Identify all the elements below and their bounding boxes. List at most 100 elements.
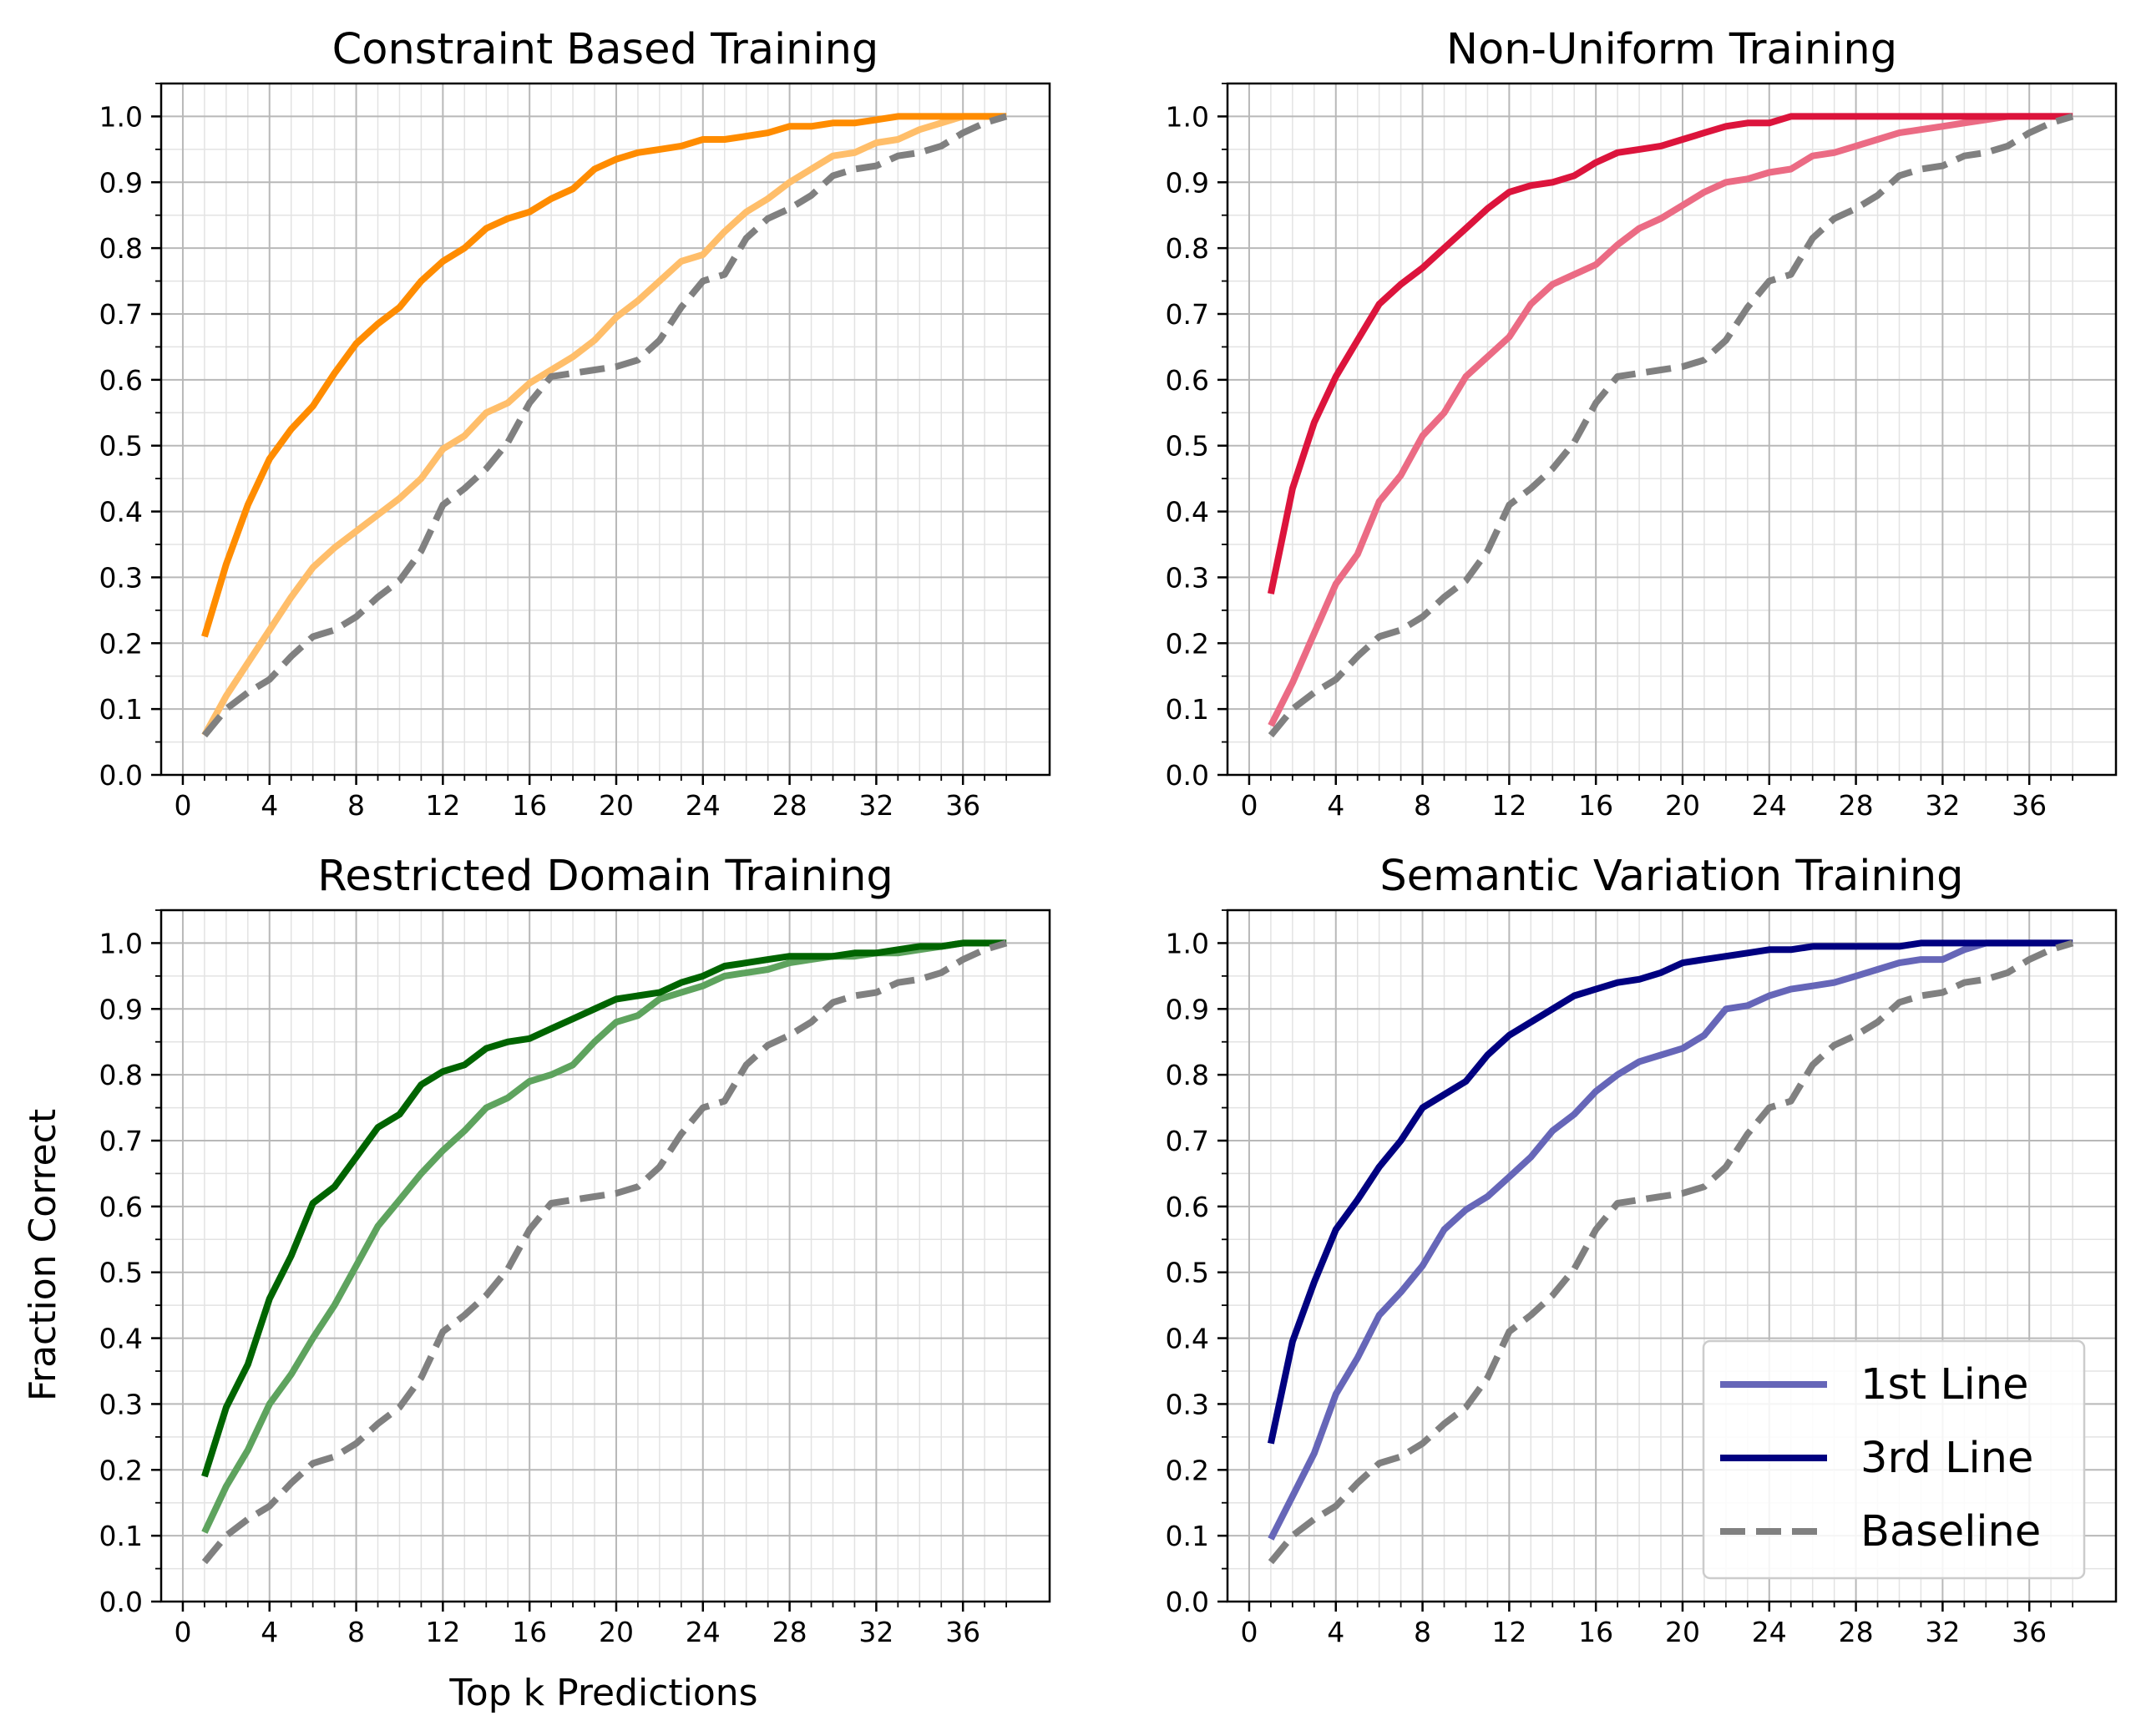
y-tick-label: 0.1 [1166,1520,1209,1552]
x-tick-label: 24 [1752,789,1787,822]
plot-frame [1226,908,2118,1603]
y-tick-label: 0.4 [99,496,143,529]
chart-title: Constraint Based Training [332,25,879,74]
x-tick-label: 8 [347,1616,365,1648]
plot-frame [159,908,1051,1603]
y-tick-label: 0.3 [99,561,143,594]
chart-panel-3: 0 4 8 12 16 20 24 28 32 36 0.0 0.1 0.2 0.3 0.4 0.5 0.6 0.… [99,852,1051,1648]
y-tick-label: 0.0 [1166,1586,1209,1618]
x-tick-label: 0 [174,1616,191,1648]
y-tick-label: 0.7 [1166,1125,1209,1157]
y-tick-label: 0.1 [99,693,143,726]
x-tick-label: 28 [1839,789,1874,822]
x-tick-label: 20 [599,1616,634,1648]
legend-label: Baseline [1860,1507,2041,1556]
y-tick-label: 0.3 [1166,561,1209,594]
y-tick-label: 0.6 [1166,1191,1209,1223]
x-tick-label: 8 [1414,1616,1431,1648]
series-line-3rd-line [1267,939,2073,1445]
y-tick-label: 0.8 [1166,1059,1209,1091]
x-tick-label: 4 [1327,1616,1344,1648]
x-tick-label: 32 [858,1616,893,1648]
y-tick-label: 0.7 [99,1125,143,1157]
x-tick-label: 24 [1752,1616,1787,1648]
y-tick-label: 1.0 [99,100,143,133]
y-tick-label: 0.2 [99,627,143,660]
y-tick-label: 0.2 [99,1454,143,1486]
x-tick-label: 20 [1665,789,1700,822]
y-tick-label: 0.7 [1166,298,1209,331]
x-tick-label: 0 [174,789,191,822]
y-tick-label: 0.7 [99,298,143,331]
y-axis-label: Fraction Correct [22,1109,64,1401]
x-tick-label: 0 [1240,1616,1258,1648]
y-tick-label: 0.9 [1166,993,1209,1025]
chart-title: Non-Uniform Training [1446,25,1897,74]
y-tick-label: 0.6 [99,1191,143,1223]
x-tick-label: 0 [1240,789,1258,822]
legend: 1st Line 3rd Line Baseline [1702,1339,2086,1580]
chart-panel-1: 0 4 8 12 16 20 24 28 32 36 0.0 0.1 0.2 0.3 0.4 0.5 0.6 0.… [99,25,1051,822]
x-tick-label: 20 [1665,1616,1700,1648]
x-tick-label: 8 [1414,789,1431,822]
series-line-1st-line [1268,113,2073,727]
chart-panel-4: 0 4 8 12 16 20 24 28 32 36 0.0 0.1 0.2 0.3 0.4 0.5 0.6 0.… [1166,852,2118,1648]
x-tick-label: 36 [945,789,980,822]
x-tick-label: 36 [2012,1616,2047,1648]
x-tick-label: 24 [686,1616,721,1648]
y-tick-label: 0.2 [1166,627,1209,660]
y-tick-label: 0.6 [1166,364,1209,397]
x-tick-label: 32 [1925,1616,1960,1648]
x-tick-label: 36 [2012,789,2047,822]
chart-title: Semantic Variation Training [1379,852,1963,901]
x-tick-label: 16 [1578,1616,1613,1648]
series-line-baseline [1268,939,2074,1565]
y-tick-label: 0.1 [99,1520,143,1552]
y-tick-label: 0.8 [1166,232,1209,265]
series-line-3rd-line [201,113,1007,638]
chart-panel-2: 0 4 8 12 16 20 24 28 32 36 0.0 0.1 0.2 0.3 0.4 0.5 0.6 0.… [1166,25,2118,822]
y-tick-label: 0.5 [1166,1257,1209,1289]
x-tick-label: 28 [772,789,807,822]
y-tick-label: 0.5 [99,430,143,463]
x-tick-label: 16 [512,1616,547,1648]
x-tick-label: 16 [1578,789,1613,822]
x-tick-label: 28 [1839,1616,1874,1648]
x-axis-label: Top k Predictions [448,1672,757,1714]
y-tick-label: 0.9 [99,993,143,1025]
y-tick-label: 0.0 [99,1586,143,1618]
y-tick-label: 0.4 [1166,496,1209,529]
x-tick-label: 32 [1925,789,1960,822]
y-tick-label: 0.5 [99,1257,143,1289]
y-tick-label: 0.4 [99,1323,143,1355]
plot-frame [1226,82,2118,777]
x-tick-label: 32 [858,789,893,822]
x-tick-label: 4 [261,1616,278,1648]
x-tick-label: 16 [512,789,547,822]
chart-title: Restricted Domain Training [317,852,893,901]
y-tick-label: 0.5 [1166,430,1209,463]
y-tick-label: 0.6 [99,364,143,397]
series-line-1st-line [201,113,1007,737]
legend-box [1702,1339,2086,1580]
plot-frame [159,82,1051,777]
series-line-3rd-line [1267,113,2073,595]
legend-label: 3rd Line [1860,1434,2033,1483]
x-tick-label: 28 [772,1616,807,1648]
y-tick-label: 0.1 [1166,693,1209,726]
series-line-1st-line [1268,939,2073,1541]
y-tick-label: 1.0 [99,927,143,959]
x-tick-label: 20 [599,789,634,822]
x-tick-label: 4 [261,789,278,822]
series-line-baseline [1268,113,2074,738]
y-tick-label: 0.8 [99,232,143,265]
y-tick-label: 0.3 [1166,1388,1209,1420]
x-tick-label: 8 [347,789,365,822]
x-tick-label: 12 [1491,1616,1526,1648]
series-line-baseline [201,939,1008,1565]
series-line-baseline [201,113,1008,738]
y-tick-label: 0.3 [99,1388,143,1420]
y-tick-label: 0.2 [1166,1454,1209,1486]
y-tick-label: 0.4 [1166,1323,1209,1355]
